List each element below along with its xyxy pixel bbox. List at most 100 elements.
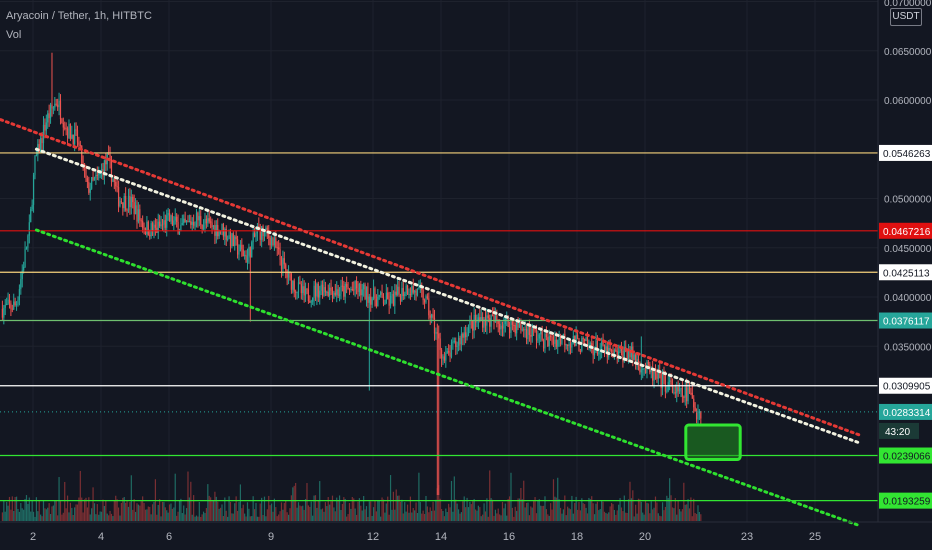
volume-bar: [418, 472, 420, 521]
volume-bar: [636, 513, 638, 521]
trendline-white[interactable]: [34, 147, 861, 445]
candle-body: [456, 345, 458, 347]
volume-bar: [163, 502, 165, 521]
target-box[interactable]: [684, 423, 742, 462]
volume-bar: [126, 500, 128, 521]
horizontal-levels[interactable]: [0, 152, 878, 502]
time-axis[interactable]: 2 4 6 9 12 14 16 18 20 23 25: [30, 531, 821, 543]
volume-bar: [425, 495, 427, 521]
candle-body: [47, 113, 49, 123]
candle-body: [1, 308, 3, 318]
volume-bar: [353, 498, 355, 521]
candle-body: [181, 223, 183, 225]
volume-bar: [219, 507, 222, 521]
candle-body: [472, 320, 474, 331]
volume-bar: [136, 503, 138, 521]
price-tick-label: 0.0500000: [884, 195, 932, 206]
candle-body: [275, 238, 277, 248]
volume-bar: [306, 483, 308, 521]
volume-bar: [602, 501, 604, 521]
volume-bar: [568, 508, 570, 521]
volume-bar: [402, 513, 404, 521]
volume-bar: [593, 514, 596, 521]
candle-body: [593, 349, 596, 356]
currency-button[interactable]: USDT: [890, 8, 922, 26]
candle-body: [463, 332, 465, 338]
candle-body: [210, 221, 212, 223]
candle-body: [58, 100, 60, 108]
price-axis[interactable]: 0.0650000 0.0600000 0.0500000 0.0450000 0.04…: [884, 0, 932, 353]
volume-bar: [83, 499, 86, 521]
volume-bar: [367, 516, 369, 521]
candle-body: [324, 287, 326, 293]
volume-bar: [479, 507, 481, 521]
volume-bar: [14, 497, 16, 521]
volume-bar: [677, 500, 679, 521]
candle-body: [270, 237, 273, 246]
candle-body: [82, 163, 84, 165]
volume-bar: [8, 496, 11, 521]
candle-body: [571, 342, 573, 348]
target-zone-rect[interactable]: [684, 423, 742, 462]
candle-body: [405, 285, 407, 294]
volume-bar: [575, 496, 577, 521]
candle-body: [477, 317, 479, 321]
candle-body: [76, 130, 79, 143]
candle-body: [144, 229, 147, 235]
volume-bar: [309, 506, 311, 521]
volume-indicator-label[interactable]: Vol: [6, 29, 22, 41]
candle-body: [535, 330, 538, 341]
candle-body: [297, 282, 300, 292]
candle-body: [110, 160, 113, 182]
volume-bar: [446, 512, 448, 521]
candle-body: [378, 294, 380, 297]
volume-bar: [79, 470, 81, 521]
volume-bar: [205, 508, 207, 521]
candle-body: [170, 215, 172, 222]
trendlines[interactable]: [0, 118, 861, 528]
candle-body: [48, 113, 50, 119]
volume-bar: [603, 511, 606, 521]
candle-body: [527, 325, 529, 339]
volume-bar: [601, 500, 603, 521]
volume-bar: [496, 513, 498, 521]
candle-body: [552, 342, 555, 344]
candle-body: [187, 220, 189, 222]
candle-body: [392, 294, 394, 306]
candle-body: [123, 196, 125, 209]
volume-bar: [120, 502, 122, 521]
volume-bar: [426, 506, 428, 521]
volume-bar: [608, 512, 610, 521]
candle-body: [228, 235, 230, 239]
candle-body: [602, 341, 604, 346]
volume-bar: [287, 514, 290, 521]
volume-bar: [181, 513, 183, 521]
volume-bar: [415, 502, 417, 521]
candle-body: [117, 187, 120, 207]
candle-body: [489, 318, 491, 327]
volume-bar: [423, 513, 426, 521]
symbol-title[interactable]: Aryacoin / Tether, 1h, HITBTC: [6, 10, 152, 22]
candle-body: [449, 352, 451, 357]
time-tick-label: 9: [268, 531, 274, 543]
volume-bar: [377, 500, 379, 521]
candle-body: [149, 235, 151, 237]
volume-bar: [598, 510, 600, 521]
volume-bar: [117, 507, 120, 521]
volume-bar: [541, 506, 543, 521]
candle-body: [312, 297, 314, 302]
candle-body: [278, 247, 280, 250]
candle-body: [10, 303, 12, 309]
candle-body: [125, 196, 127, 210]
trendline-red[interactable]: [0, 118, 861, 437]
candle-body: [542, 340, 545, 349]
level-price-label-bg: [879, 222, 932, 239]
candle-body: [647, 361, 649, 365]
trendline-green[interactable]: [34, 228, 861, 528]
candle-body: [344, 283, 346, 297]
volume-bar: [394, 509, 396, 521]
candle-body: [86, 178, 88, 183]
volume-bar: [382, 499, 385, 521]
volume-bar: [384, 512, 386, 521]
